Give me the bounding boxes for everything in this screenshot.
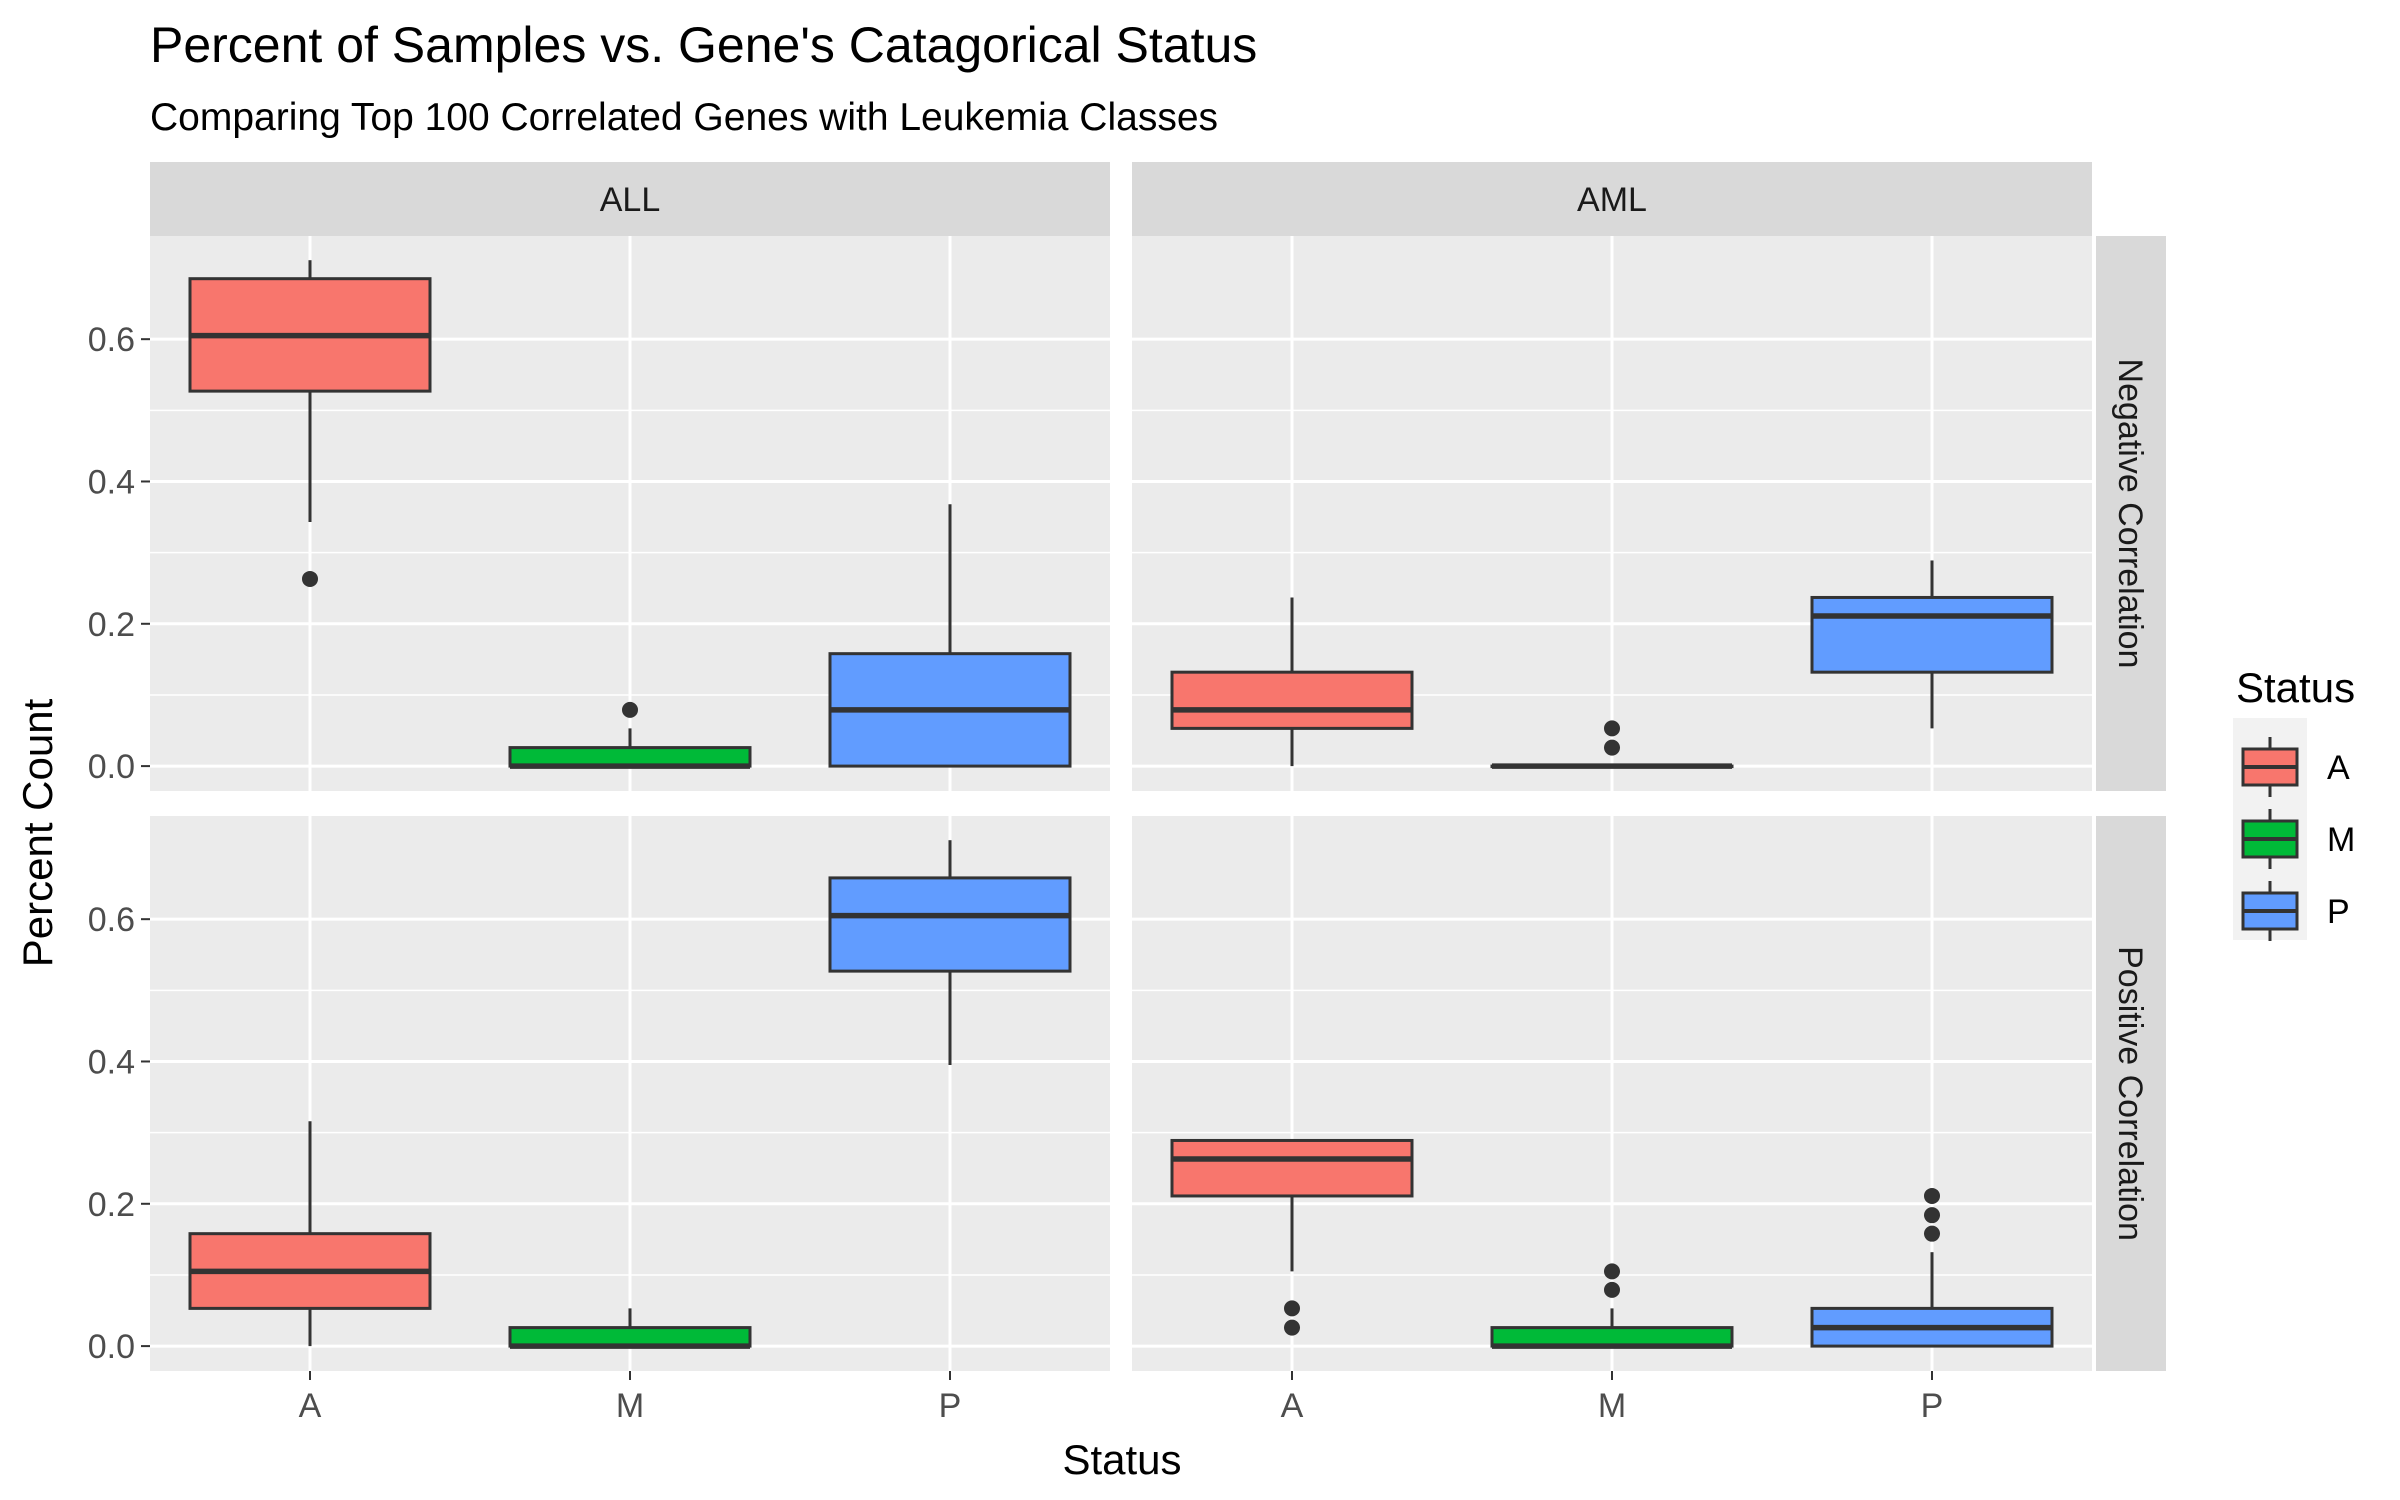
row-strip-background	[2096, 816, 2166, 1371]
chart-title: Percent of Samples vs. Gene's Catagorica…	[150, 17, 1257, 73]
y-tick-label: 0.0	[88, 1328, 135, 1366]
y-tick-label: 0.6	[88, 321, 135, 359]
legend-label: P	[2327, 893, 2350, 931]
panel-aml-negative	[1132, 236, 2092, 791]
y-axis-title: Percent Count	[14, 698, 61, 967]
y-tick-label: 0.0	[88, 748, 135, 786]
column-strip-label: ALL	[600, 181, 661, 219]
row-strip-label: Negative Correlation	[2111, 359, 2149, 669]
column-strip-aml: AML	[1132, 162, 2092, 236]
y-tick-label: 0.2	[88, 606, 135, 644]
x-tick-label: M	[1598, 1387, 1626, 1425]
box-body	[508, 1326, 752, 1348]
box-body	[508, 746, 752, 768]
x-tick-label: P	[939, 1387, 962, 1425]
legend-item-a: A	[2241, 737, 2350, 797]
panel-all-positive: 0.0 0.2 0.4 0.6 A M P	[88, 816, 1110, 1425]
legend: Status AMP	[2233, 664, 2355, 941]
x-tick-label: A	[1281, 1387, 1304, 1425]
row-strip-background	[2096, 236, 2166, 791]
box-m	[508, 1308, 752, 1349]
outlier-point	[1604, 1281, 1620, 1298]
column-strip-label: AML	[1577, 181, 1647, 219]
outlier-point	[622, 701, 638, 718]
outlier-point	[1284, 1300, 1300, 1317]
box-p	[828, 840, 1072, 1066]
outlier-point	[1924, 1187, 1940, 1204]
x-axis-title: Status	[1062, 1436, 1181, 1483]
x-tick-label: M	[616, 1387, 644, 1425]
y-tick-label: 0.6	[88, 901, 135, 939]
box-p	[828, 504, 1072, 768]
box-a	[1170, 597, 1414, 767]
box-p	[1810, 1187, 2054, 1348]
row-strip-label: Positive Correlation	[2111, 946, 2149, 1241]
legend-label: A	[2327, 749, 2350, 787]
box-body	[1170, 1138, 1414, 1198]
panel-all-negative: 0.0 0.2 0.4 0.6	[88, 236, 1110, 791]
y-tick-label: 0.4	[88, 1043, 135, 1081]
outlier-point	[1604, 720, 1620, 737]
box-a	[188, 260, 432, 587]
box-m	[1490, 720, 1734, 769]
box-body	[1490, 1326, 1734, 1348]
outlier-point	[1284, 1319, 1300, 1336]
box-m	[508, 701, 752, 769]
box-body	[1170, 670, 1414, 730]
legend-title: Status	[2236, 664, 2355, 711]
x-tick-label: P	[1921, 1387, 1944, 1425]
box-a	[188, 1121, 432, 1347]
x-tick-label: A	[299, 1387, 322, 1425]
box-a	[1170, 1138, 1414, 1336]
outlier-point	[1604, 1263, 1620, 1280]
legend-item-p: P	[2241, 881, 2350, 941]
y-tick-label: 0.2	[88, 1186, 135, 1224]
y-tick-label: 0.4	[88, 463, 135, 501]
column-strip-background	[1132, 162, 2092, 236]
box-body	[1810, 595, 2054, 674]
row-strip-negative-correlation: Negative Correlation	[2096, 236, 2166, 791]
box-p	[1810, 560, 2054, 729]
column-strip-background	[150, 162, 1110, 236]
outlier-point	[1924, 1207, 1940, 1224]
box-body	[828, 876, 1072, 973]
column-strip-all: ALL	[150, 162, 1110, 236]
row-strip-positive-correlation: Positive Correlation	[2096, 816, 2166, 1371]
outlier-point	[1604, 739, 1620, 756]
outlier-point	[1924, 1225, 1940, 1242]
legend-item-m: M	[2241, 809, 2355, 869]
legend-label: M	[2327, 821, 2355, 859]
outlier-point	[302, 570, 318, 587]
chart-subtitle: Comparing Top 100 Correlated Genes with …	[150, 96, 1218, 139]
box-m	[1490, 1263, 1734, 1349]
facet-panels: ALL AML Negative Correlation Positive Corre…	[88, 162, 2166, 1425]
